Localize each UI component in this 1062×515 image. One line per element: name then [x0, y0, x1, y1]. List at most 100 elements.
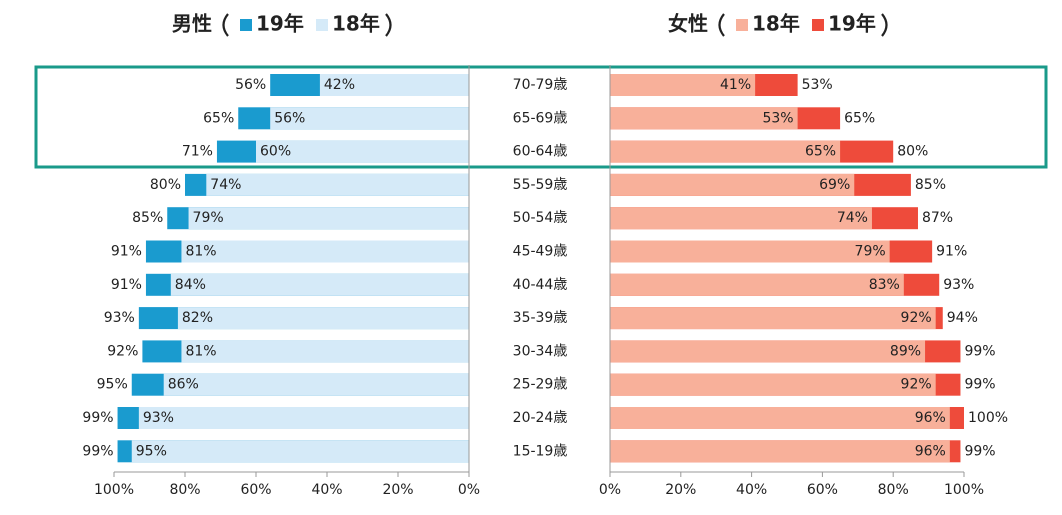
value-label: 99%: [82, 443, 113, 459]
value-label: 93%: [143, 410, 174, 426]
value-label: 91%: [936, 244, 967, 260]
value-label: 80%: [897, 144, 928, 160]
value-label: 99%: [964, 343, 995, 359]
value-label: 95%: [136, 443, 167, 459]
x-tick-label: 20%: [665, 482, 696, 498]
x-tick-label: 60%: [807, 482, 838, 498]
value-label: 71%: [182, 144, 213, 160]
x-tick-label: 40%: [311, 482, 342, 498]
value-label: 53%: [762, 110, 793, 126]
x-tick-label: 0%: [458, 482, 480, 498]
value-label: 69%: [819, 177, 850, 193]
bar: [610, 407, 950, 429]
category-label: 25-29歳: [513, 377, 568, 393]
category-label: 45-49歳: [513, 244, 568, 260]
category-label: 35-39歳: [513, 310, 568, 326]
value-label: 53%: [802, 77, 833, 93]
category-label: 60-64歳: [513, 144, 568, 160]
value-label: 95%: [97, 377, 128, 393]
bar: [610, 340, 926, 363]
legend-swatch: [736, 19, 748, 31]
x-tick-label: 100%: [944, 482, 984, 498]
x-tick-label: 80%: [878, 482, 909, 498]
value-label: 91%: [111, 244, 142, 260]
x-tick-label: 100%: [94, 482, 134, 498]
bar: [188, 207, 470, 230]
value-label: 93%: [104, 310, 135, 326]
bar: [610, 74, 756, 96]
legend-swatch: [812, 19, 824, 31]
bar: [610, 440, 950, 463]
value-label: 65%: [805, 144, 836, 160]
x-tick-label: 80%: [169, 482, 200, 498]
value-label: 99%: [82, 410, 113, 426]
bar: [610, 140, 841, 163]
value-label: 85%: [915, 177, 946, 193]
category-label: 40-44歳: [513, 277, 568, 293]
legend-label: 18年: [332, 12, 380, 36]
category-label: 20-24歳: [513, 410, 568, 426]
highlight-box: [34, 65, 1048, 169]
value-label: 56%: [274, 110, 305, 126]
value-label: 74%: [210, 177, 241, 193]
category-label: 65-69歳: [513, 110, 568, 126]
value-label: 79%: [193, 210, 224, 226]
value-label: 79%: [855, 244, 886, 260]
legend-label: 18年: [752, 12, 800, 36]
bar: [319, 74, 469, 96]
chart-title: 男性: [172, 12, 212, 36]
value-label: 91%: [111, 277, 142, 293]
bar: [270, 107, 469, 130]
bar: [610, 373, 936, 396]
value-label: 92%: [901, 377, 932, 393]
paren: [881, 13, 888, 37]
category-label: 50-54歳: [513, 210, 568, 226]
value-label: 89%: [890, 343, 921, 359]
value-label: 80%: [150, 177, 181, 193]
value-label: 81%: [185, 343, 216, 359]
value-label: 94%: [947, 310, 978, 326]
value-label: 60%: [260, 144, 291, 160]
value-label: 65%: [203, 110, 234, 126]
value-label: 84%: [175, 277, 206, 293]
bar: [181, 240, 469, 263]
x-tick-label: 60%: [240, 482, 271, 498]
value-label: 99%: [964, 377, 995, 393]
value-label: 96%: [915, 443, 946, 459]
value-label: 42%: [324, 77, 355, 93]
category-label: 15-19歳: [513, 443, 568, 459]
category-label: 70-79歳: [513, 77, 568, 93]
value-label: 100%: [968, 410, 1008, 426]
legend-label: 19年: [256, 12, 304, 36]
value-label: 86%: [168, 377, 199, 393]
bar: [206, 173, 470, 196]
legend-swatch: [240, 19, 252, 31]
value-label: 56%: [235, 77, 266, 93]
value-label: 87%: [922, 210, 953, 226]
bar: [610, 173, 855, 196]
bar: [138, 407, 469, 429]
legend-swatch: [316, 19, 328, 31]
value-label: 93%: [943, 277, 974, 293]
value-label: 74%: [837, 210, 868, 226]
x-tick-label: 40%: [736, 482, 767, 498]
value-label: 81%: [185, 244, 216, 260]
value-label: 83%: [869, 277, 900, 293]
value-label: 96%: [915, 410, 946, 426]
value-label: 82%: [182, 310, 213, 326]
category-label: 30-34歳: [513, 343, 568, 359]
value-label: 92%: [107, 343, 138, 359]
bar: [181, 340, 469, 363]
bar: [177, 307, 469, 330]
value-label: 41%: [720, 77, 751, 93]
category-label: 55-59歳: [513, 177, 568, 193]
bar: [256, 140, 469, 163]
chart-title: 女性: [668, 12, 708, 36]
bar: [610, 273, 904, 296]
bar: [610, 307, 936, 330]
paren: [385, 13, 392, 37]
bar: [610, 240, 890, 263]
paren: [718, 13, 725, 37]
value-label: 85%: [132, 210, 163, 226]
